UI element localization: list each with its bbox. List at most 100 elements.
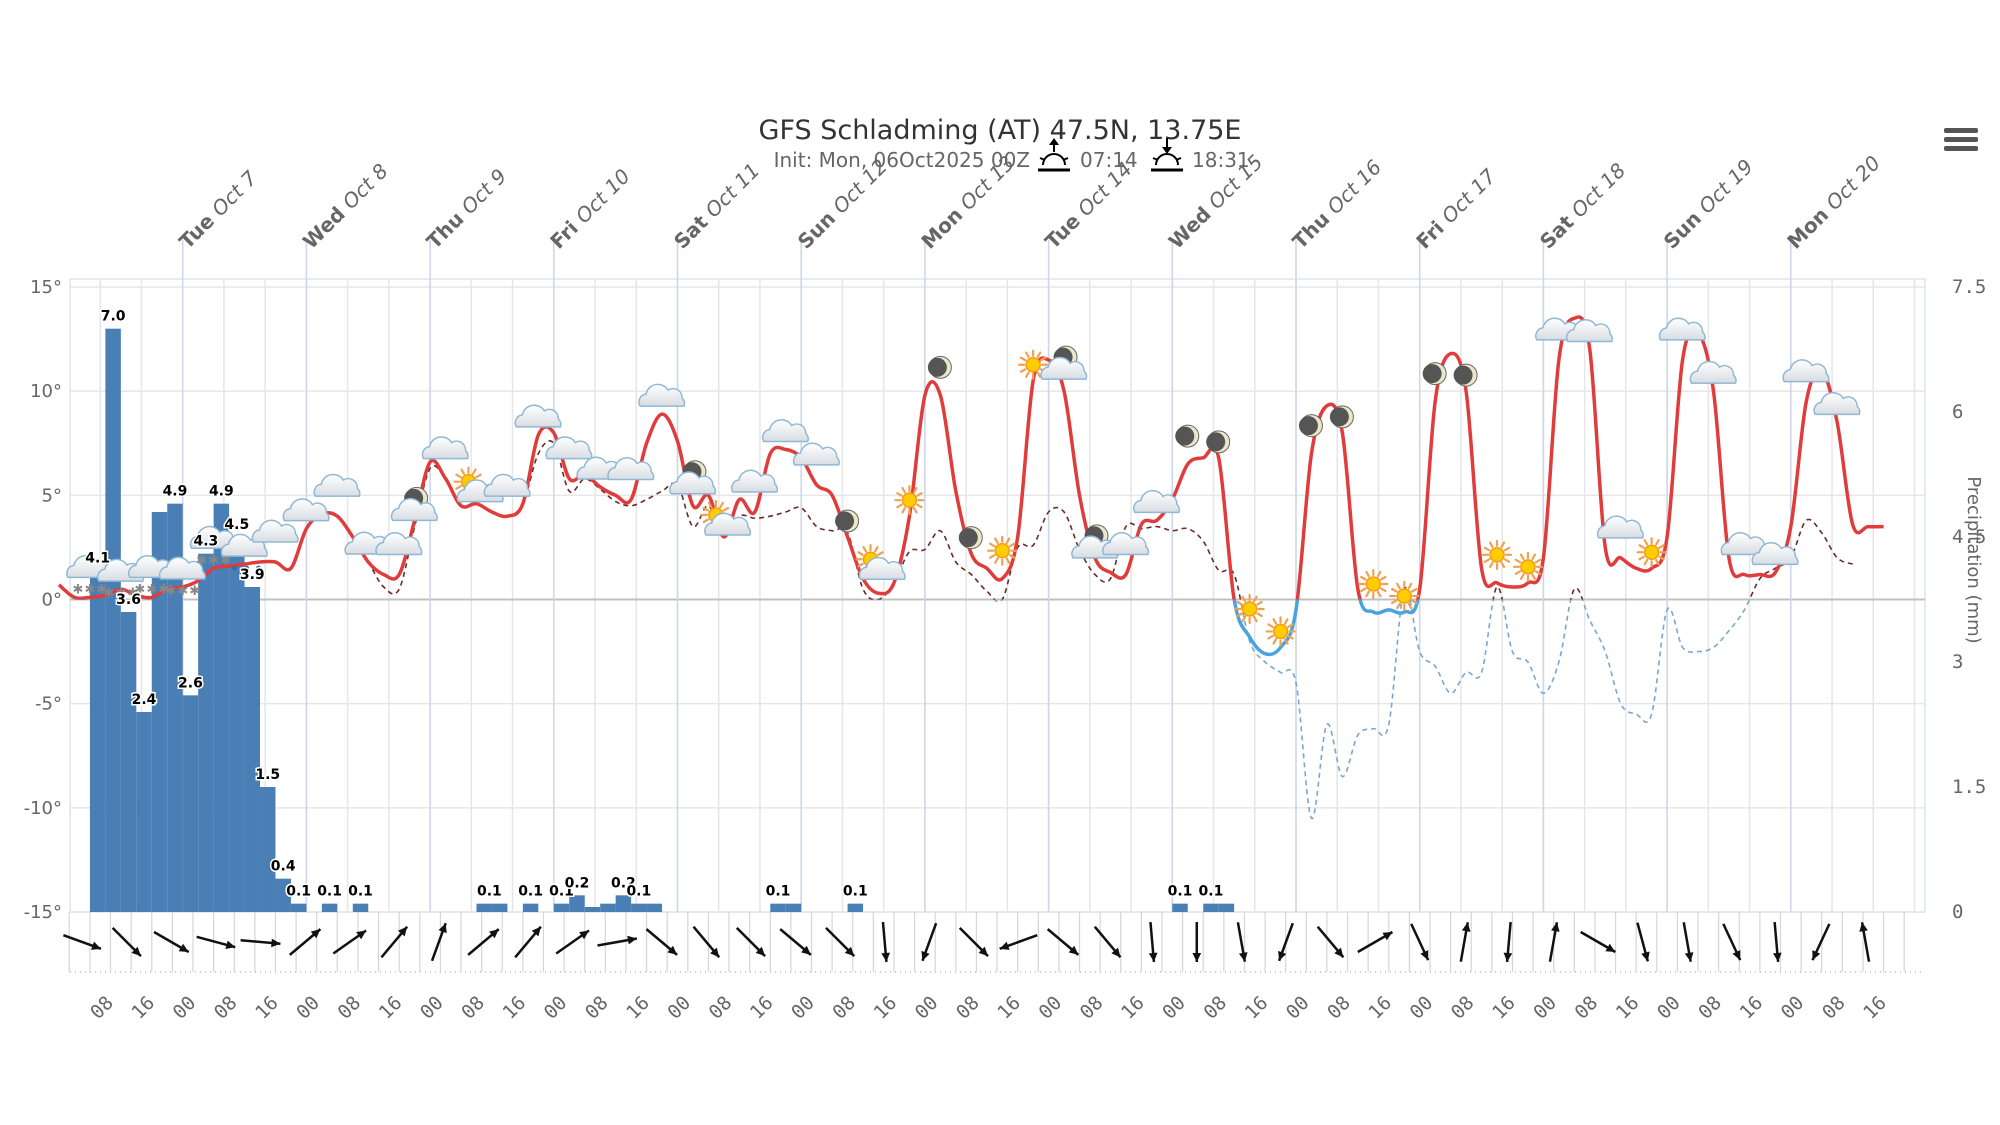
hour-tick-label: 00 bbox=[416, 992, 448, 1024]
sun-core bbox=[901, 492, 918, 508]
wind-arrow bbox=[467, 928, 500, 956]
hour-tick-label: 08 bbox=[1447, 992, 1479, 1024]
sun-ray bbox=[1019, 368, 1027, 373]
hour-tick-label: 16 bbox=[993, 992, 1025, 1024]
snowflake-glyph: ✱ bbox=[189, 584, 200, 599]
hour-tick-label: 16 bbox=[1241, 992, 1273, 1024]
moon-shadow bbox=[1298, 416, 1318, 436]
left-axis-tick-label: 0° bbox=[42, 590, 62, 611]
wind-arrow-head bbox=[921, 950, 930, 961]
sun-ray bbox=[1531, 553, 1537, 561]
moon-icon bbox=[1175, 424, 1200, 448]
hamburger-menu-button[interactable] bbox=[1944, 128, 1978, 156]
precipitation-bar bbox=[569, 895, 585, 912]
cloud-icon bbox=[638, 383, 686, 407]
hour-tick-label: 16 bbox=[870, 992, 902, 1024]
precipitation-bar bbox=[1172, 903, 1188, 912]
wind-arrow-head bbox=[271, 938, 281, 948]
cloud-icon bbox=[545, 436, 593, 460]
wind-arrow bbox=[1548, 922, 1560, 962]
wind-arrow-head bbox=[1732, 950, 1741, 961]
cloud-shape bbox=[607, 457, 655, 481]
sun-ray bbox=[1360, 587, 1367, 593]
moon-icon bbox=[1422, 362, 1447, 386]
cloud-shape bbox=[483, 473, 531, 497]
temperature-lines bbox=[57, 315, 1884, 820]
day-label-date: Oct 19 bbox=[1694, 154, 1758, 218]
cloud-icon bbox=[282, 498, 330, 522]
hour-tick-label: 16 bbox=[498, 992, 530, 1024]
precipitation-bar bbox=[260, 787, 276, 912]
hour-tick-label: 16 bbox=[251, 992, 283, 1024]
precipitation-value-label: 4.1 bbox=[85, 550, 110, 566]
sun-ray bbox=[1283, 618, 1289, 625]
snowflake-glyph: ✱ bbox=[220, 553, 231, 568]
wind-arrow bbox=[196, 935, 236, 950]
snowflake-glyph: ✱ bbox=[134, 582, 145, 597]
wind-arrow-head bbox=[881, 952, 890, 962]
sun-ray bbox=[862, 546, 868, 553]
moon-shadow bbox=[835, 511, 855, 531]
precipitation-value-label: 0.2 bbox=[565, 875, 590, 891]
sun-ray bbox=[1514, 570, 1522, 575]
cloud-icon bbox=[251, 519, 299, 543]
precipitation-bar bbox=[785, 903, 802, 912]
sun-cloud-icon bbox=[700, 499, 752, 536]
precipitation-value-label: 0.1 bbox=[477, 884, 502, 900]
moon-icon bbox=[835, 509, 860, 533]
sun-ray bbox=[1519, 553, 1525, 561]
hour-tick-label: 16 bbox=[127, 992, 159, 1024]
chart-subtitle: Init: Mon, 06Oct2025 00Z 07:14 18:31 bbox=[774, 138, 1250, 172]
cloud-icon bbox=[421, 436, 469, 460]
cloud-icon bbox=[761, 419, 809, 443]
x-axis: 08 16 00 08 16 00 08 16 00 08 16 00 08 16 00 08 16 00 08 16… bbox=[86, 992, 1891, 1024]
sunrise-icon bbox=[1038, 138, 1070, 172]
precipitation-bar bbox=[89, 570, 106, 912]
cloud-shape bbox=[730, 469, 779, 493]
wind-arrow-head bbox=[1641, 951, 1650, 962]
precipitation-bar bbox=[646, 903, 663, 912]
hour-tick-label: 00 bbox=[1034, 992, 1066, 1024]
right-axis-title: Precipitation (mm) bbox=[1963, 476, 1984, 643]
sun-ray bbox=[1008, 542, 1016, 548]
sun-core bbox=[1396, 588, 1412, 604]
precipitation-value-label: 3.6 bbox=[116, 592, 141, 608]
snowflake-glyph: ✱ bbox=[72, 582, 83, 597]
sun-ray bbox=[1514, 558, 1522, 564]
wind-arrow bbox=[1046, 928, 1080, 956]
precipitation-bar bbox=[136, 712, 152, 912]
wind-arrow bbox=[1410, 923, 1430, 961]
wind-arrow bbox=[1093, 925, 1122, 959]
day-label-date: Oct 16 bbox=[1322, 155, 1386, 219]
precipitation-bar bbox=[167, 503, 183, 912]
sun-ray bbox=[1019, 356, 1027, 362]
precipitation-bar bbox=[244, 587, 261, 912]
precipitation-bar bbox=[321, 903, 338, 912]
wind-arrow bbox=[1811, 923, 1831, 961]
precipitation-value-label: 0.1 bbox=[317, 884, 342, 900]
moon-shadow bbox=[1329, 407, 1349, 427]
sun-icon bbox=[1234, 593, 1265, 625]
cloud-icon bbox=[514, 404, 562, 428]
cloud-icon bbox=[483, 473, 531, 497]
cloud-shape bbox=[669, 471, 717, 495]
sun-core bbox=[1272, 623, 1289, 640]
wind-arrow-head bbox=[1334, 947, 1344, 958]
moon-cloud-icon bbox=[1040, 345, 1088, 380]
snowflake-glyph: ✱ bbox=[96, 582, 107, 597]
wind-arrow-head bbox=[627, 935, 637, 945]
sun-ray bbox=[1283, 638, 1289, 645]
hour-tick-label: 08 bbox=[86, 992, 118, 1024]
precipitation-bar bbox=[615, 895, 632, 912]
raindrop bbox=[232, 565, 238, 571]
sun-core bbox=[1025, 357, 1041, 373]
hour-tick-label: 16 bbox=[1364, 992, 1396, 1024]
precipitation-value-label: 0.1 bbox=[348, 884, 373, 900]
precipitation-bar bbox=[229, 537, 245, 912]
cloud-icon bbox=[1596, 515, 1644, 539]
wind-arrow bbox=[514, 925, 542, 959]
sun-ray bbox=[994, 537, 999, 544]
wind-arrow-head bbox=[844, 946, 855, 957]
chart-title: GFS Schladming (AT) 47.5N, 13.75E bbox=[759, 115, 1242, 146]
precipitation-value-label: 2.4 bbox=[132, 692, 157, 708]
